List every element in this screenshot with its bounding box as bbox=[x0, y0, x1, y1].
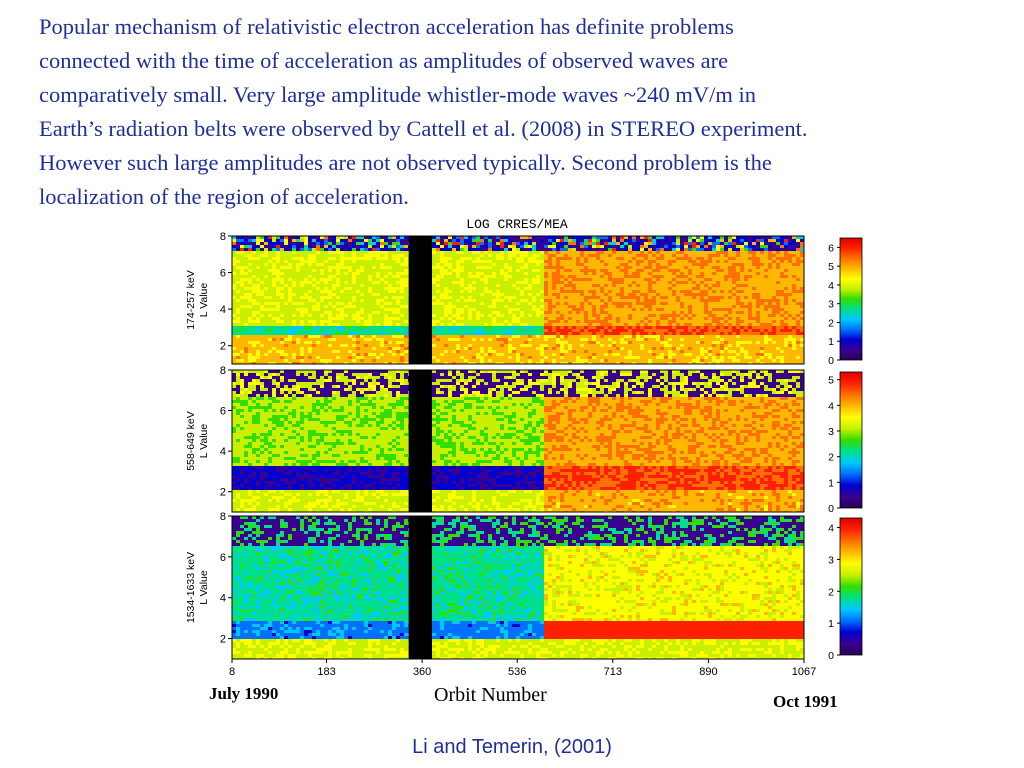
colorbar-1-tick-3: 2 bbox=[828, 317, 834, 329]
colorbar-1-tick-7: 6 bbox=[828, 242, 834, 254]
x-tick-2: 183 bbox=[317, 666, 335, 678]
intro-line-2: connected with the time of acceleration … bbox=[39, 48, 729, 73]
panel-2-energy-label: 558-649 keV bbox=[185, 411, 197, 471]
colorbar-1-tick-1: 0 bbox=[828, 355, 834, 367]
panel-1-y-tick-1: 2 bbox=[220, 341, 226, 353]
colorbar-1-tick-4: 3 bbox=[828, 299, 834, 311]
spectrogram-panel-1 bbox=[232, 236, 804, 364]
panel-2-y-tick-2: 4 bbox=[220, 446, 226, 458]
x-axis-title: Orbit Number bbox=[434, 684, 547, 706]
data-gap bbox=[408, 236, 432, 364]
data-gap bbox=[408, 370, 432, 512]
colorbar-3 bbox=[839, 517, 863, 656]
colorbar-2-tick-1: 0 bbox=[828, 503, 834, 515]
panel-1-y-tick-2: 4 bbox=[220, 304, 226, 316]
chart-title: LOG CRRES/MEA bbox=[466, 217, 568, 232]
x-tick-3: 360 bbox=[413, 666, 431, 678]
x-tick-7: 1067 bbox=[792, 666, 816, 678]
panel-3-y-tick-1: 2 bbox=[220, 634, 226, 646]
panel-1-y-tick-4: 8 bbox=[220, 231, 226, 243]
intro-line-6: localization of the region of accelerati… bbox=[39, 184, 409, 209]
colorbar-1-tick-6: 5 bbox=[828, 261, 834, 273]
spectrogram-panel-2 bbox=[232, 370, 804, 512]
citation: Li and Temerin, (2001) bbox=[412, 736, 612, 758]
panel-frame-2 bbox=[231, 369, 805, 513]
colorbar-3-tick-4: 3 bbox=[828, 554, 834, 566]
intro-line-5: However such large amplitudes are not ob… bbox=[39, 150, 772, 175]
colorbar-1-tick-2: 1 bbox=[828, 336, 834, 348]
panel-1-energy-label: 174-257 keV bbox=[185, 270, 197, 330]
colorbar-2 bbox=[839, 371, 863, 509]
colorbar-2-tick-6: 5 bbox=[828, 375, 834, 387]
colorbar-3-tick-3: 2 bbox=[828, 586, 834, 598]
colorbar-2-tick-3: 2 bbox=[828, 452, 834, 464]
colorbar-3-tick-2: 1 bbox=[828, 618, 834, 630]
panel-2-y-tick-1: 2 bbox=[220, 487, 226, 499]
panel-2-y-tick-3: 6 bbox=[220, 406, 226, 418]
intro-line-4: Earth’s radiation belts were observed by… bbox=[39, 116, 808, 141]
start-date-label: July 1990 bbox=[209, 684, 279, 703]
colorbar-2-tick-5: 4 bbox=[828, 400, 834, 412]
data-gap bbox=[408, 516, 432, 659]
colorbar-3-tick-5: 4 bbox=[828, 523, 834, 535]
spectrogram-panel-3 bbox=[232, 516, 804, 659]
x-tick-6: 890 bbox=[699, 666, 717, 678]
colorbar-3-tick-1: 0 bbox=[828, 650, 834, 662]
panel-frame-1 bbox=[231, 235, 805, 365]
intro-line-1: Popular mechanism of relativistic electr… bbox=[39, 14, 734, 39]
panel-3-y-tick-4: 8 bbox=[220, 511, 226, 523]
colorbar-2-tick-4: 3 bbox=[828, 426, 834, 438]
panel-3-y-tick-3: 6 bbox=[220, 552, 226, 564]
colorbar-1 bbox=[839, 237, 863, 361]
panel-frame-3 bbox=[231, 515, 805, 660]
colorbar-2-tick-2: 1 bbox=[828, 477, 834, 489]
panel-1-y-tick-3: 6 bbox=[220, 268, 226, 280]
intro-line-3: comparatively small. Very large amplitud… bbox=[39, 82, 756, 107]
panel-2-y-tick-4: 8 bbox=[220, 365, 226, 377]
end-date-label: Oct 1991 bbox=[773, 692, 838, 711]
panel-3-energy-label: 1534-1633 keV bbox=[185, 552, 197, 623]
colorbar-1-tick-5: 4 bbox=[828, 280, 834, 292]
panel-2-l-value-label: L Value bbox=[198, 424, 210, 459]
x-tick-5: 713 bbox=[604, 666, 622, 678]
x-tick-1: 8 bbox=[229, 666, 235, 678]
panel-3-y-tick-2: 4 bbox=[220, 593, 226, 605]
intro-paragraph: Popular mechanism of relativistic electr… bbox=[39, 10, 1019, 214]
panel-1-l-value-label: L Value bbox=[198, 283, 210, 318]
panel-3-l-value-label: L Value bbox=[198, 570, 210, 605]
x-tick-4: 536 bbox=[508, 666, 526, 678]
